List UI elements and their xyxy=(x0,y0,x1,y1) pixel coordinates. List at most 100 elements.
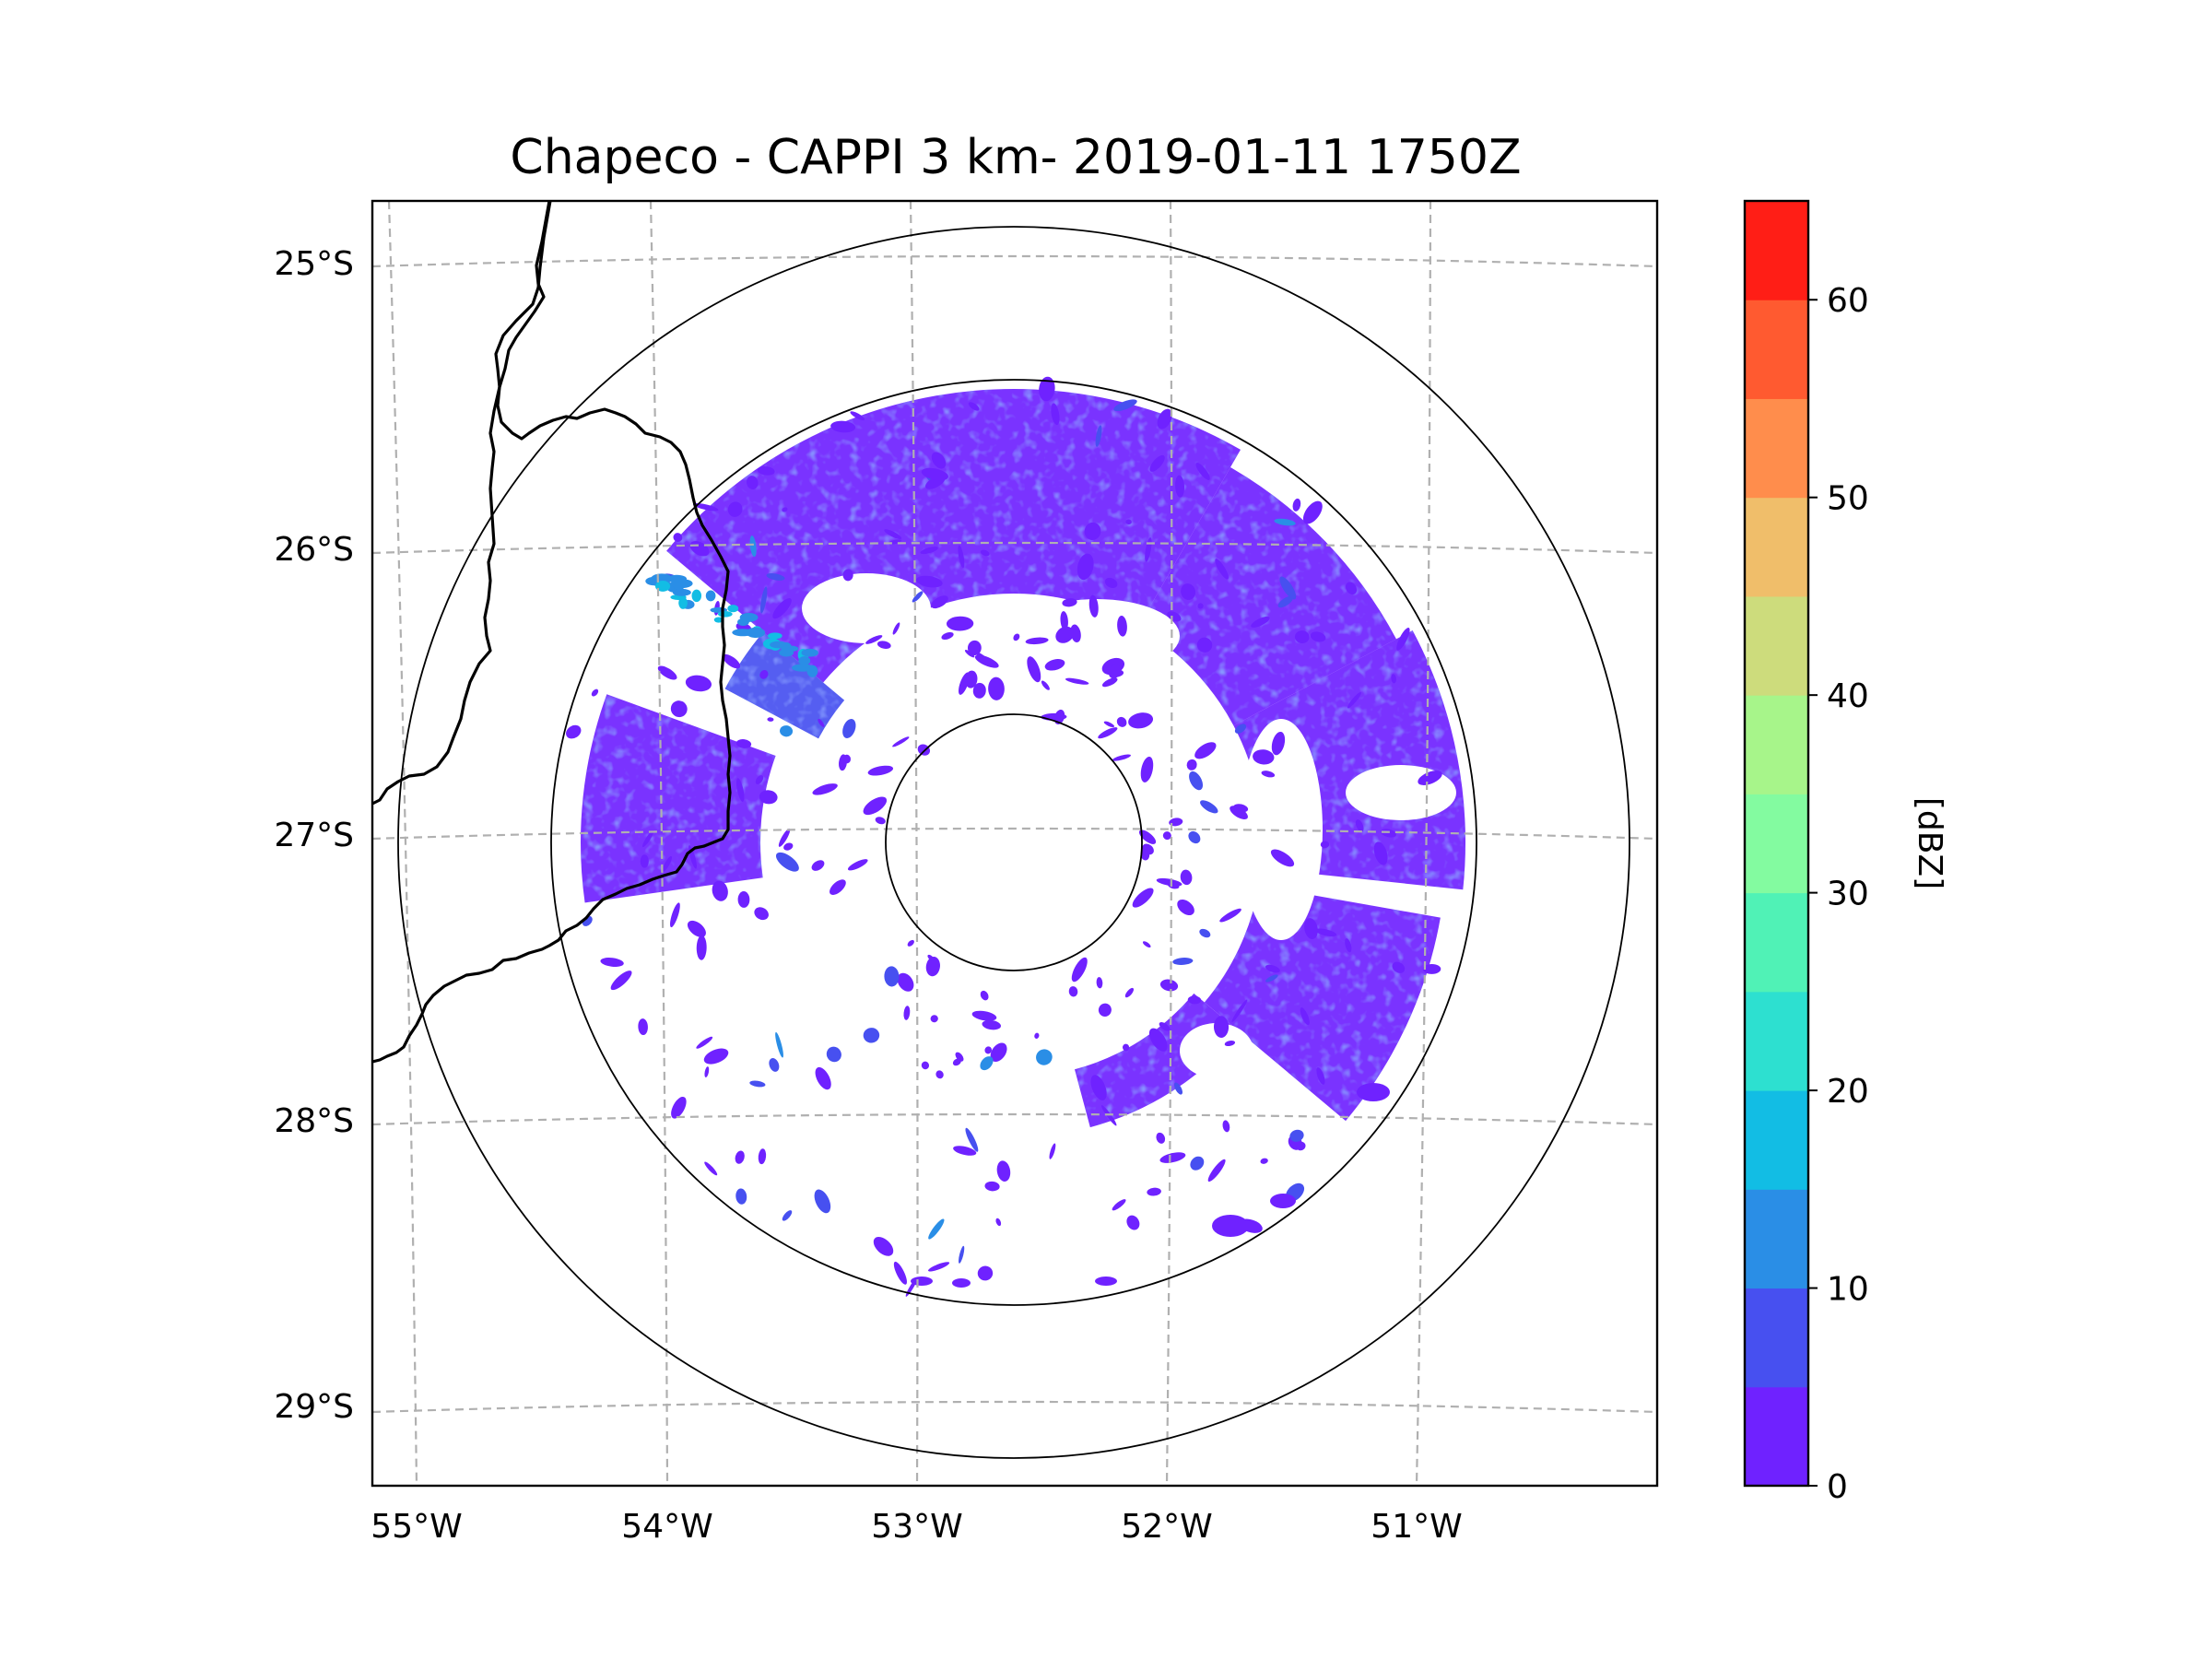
latitude-labels: 25°S 26°S 27°S 28°S 29°S xyxy=(274,245,354,1426)
echo-cell xyxy=(806,665,818,677)
echo-cell xyxy=(749,535,757,558)
echo-cell xyxy=(638,1018,648,1036)
echo-cell xyxy=(758,1148,767,1165)
echo-texture xyxy=(1138,466,1396,726)
echo-cell xyxy=(830,420,856,433)
echo-cell xyxy=(1355,819,1364,832)
colorbar-bands xyxy=(1745,201,1808,1487)
echo-cell xyxy=(1090,1075,1107,1100)
echo-cell xyxy=(1039,376,1055,402)
lat-label-28s: 28°S xyxy=(274,1102,354,1140)
echo-cell xyxy=(1187,995,1202,1005)
echo-cell xyxy=(903,1006,911,1020)
echo-cell xyxy=(1095,425,1102,447)
parallel-line xyxy=(372,1400,1657,1414)
echo-cell xyxy=(925,956,940,977)
echo-cell xyxy=(927,1262,950,1272)
echo-cell xyxy=(959,1245,965,1264)
echo-cell xyxy=(1261,771,1276,778)
echo-cell xyxy=(842,569,853,582)
echo-cell xyxy=(1013,633,1020,641)
echo-cell xyxy=(916,575,943,588)
echo-cell xyxy=(1112,1199,1126,1211)
echo-cell xyxy=(1233,804,1249,813)
echo-cell xyxy=(704,1161,718,1176)
echo-cell xyxy=(678,596,688,609)
echo-cell xyxy=(1422,963,1441,974)
lat-label-27s: 27°S xyxy=(274,817,354,854)
echo-cell xyxy=(897,972,914,992)
echo-cell xyxy=(1292,498,1301,512)
colorbar-band xyxy=(1745,497,1808,597)
echo-cell xyxy=(1098,1003,1112,1018)
echo-cell xyxy=(1167,611,1182,622)
echo-gap xyxy=(1240,719,1323,940)
echo-cell xyxy=(1138,830,1157,844)
echo-cell xyxy=(735,1150,745,1164)
echo-cell xyxy=(600,958,624,967)
echo-cell xyxy=(928,1218,945,1240)
colorbar-band xyxy=(1745,398,1808,499)
echo-cell xyxy=(1396,627,1410,651)
echo-cell xyxy=(1310,631,1326,642)
echo-cell xyxy=(778,828,791,847)
echo-cell xyxy=(931,595,948,609)
echo-cell xyxy=(1294,630,1310,643)
meridian-line xyxy=(1415,201,1432,1486)
echo-cell xyxy=(610,971,632,991)
echo-cell xyxy=(1316,1067,1325,1085)
echo-cell xyxy=(812,783,838,795)
echo-cell xyxy=(1222,1120,1230,1133)
echo-cell xyxy=(1173,1082,1182,1095)
echo-cell xyxy=(1159,979,1179,992)
echo-cell xyxy=(1234,724,1247,734)
echo-cell xyxy=(990,1042,1007,1063)
echo-cell xyxy=(843,754,851,764)
echo-cell xyxy=(769,1057,780,1072)
echo-cell xyxy=(735,778,745,802)
echo-cell xyxy=(696,935,707,960)
lon-label-54w: 54°W xyxy=(621,1508,712,1546)
echo-cell xyxy=(980,1056,994,1071)
echo-cell xyxy=(1126,1215,1140,1230)
echo-cell xyxy=(1181,583,1196,600)
echo-cell xyxy=(1147,1187,1161,1196)
echo-cell xyxy=(865,635,883,644)
echo-cell xyxy=(1125,519,1132,525)
echo-cell xyxy=(1296,1141,1306,1151)
echo-cell xyxy=(875,817,886,825)
meridian-line xyxy=(649,201,669,1486)
echo-cell xyxy=(877,641,891,649)
echo-cell xyxy=(783,842,794,851)
map-panel xyxy=(371,199,1659,1488)
echo-cell xyxy=(704,1066,710,1077)
echo-cell xyxy=(1346,582,1358,595)
echo-cell xyxy=(1277,595,1293,608)
echo-cell xyxy=(1159,1022,1171,1031)
echo-cell xyxy=(921,467,948,481)
echo-cell xyxy=(1373,841,1388,865)
echo-cell xyxy=(1302,500,1323,524)
echo-cell xyxy=(798,656,811,665)
echo-cell xyxy=(1194,742,1217,759)
parallel-line xyxy=(372,1112,1657,1126)
range-ring-inner xyxy=(885,713,1143,971)
echo-cell xyxy=(1392,961,1406,973)
echo-cell xyxy=(775,852,799,872)
echo-cell xyxy=(1270,849,1295,867)
echo-cell xyxy=(1049,1143,1056,1159)
echo-cell xyxy=(982,1019,1001,1030)
range-rings xyxy=(397,226,1630,1459)
echo-cell xyxy=(873,1236,894,1256)
colorbar-band xyxy=(1745,201,1808,300)
echo-cell xyxy=(1315,928,1337,937)
graticule xyxy=(372,201,1657,1486)
echo-cell xyxy=(1124,987,1135,998)
echo-cell xyxy=(717,610,733,618)
echo-cell xyxy=(1034,1032,1040,1039)
echo-cell xyxy=(847,859,868,871)
echo-cell xyxy=(1190,1156,1205,1171)
echo-cell xyxy=(687,920,706,937)
echo-cell xyxy=(691,589,702,603)
echo-cell xyxy=(935,1070,944,1079)
